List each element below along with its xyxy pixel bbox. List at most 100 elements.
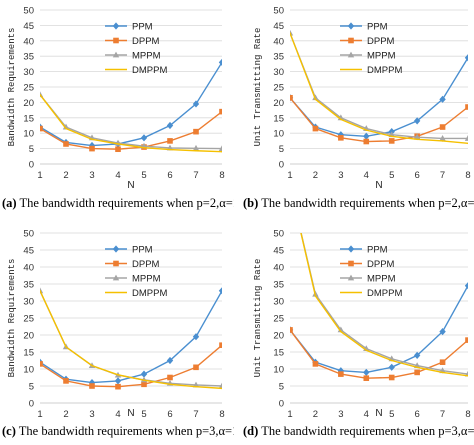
x-tick-label-5: 6	[167, 170, 172, 181]
legend-marker	[347, 51, 355, 58]
point-dmppm-1	[290, 32, 291, 34]
point-dmppm-8	[221, 387, 222, 390]
series-line-ppm	[40, 61, 222, 147]
point-mppm-2	[62, 123, 70, 130]
legend-label-mppm: MPPM	[132, 51, 161, 62]
y-tick-label-4: 20	[273, 98, 284, 109]
point-mppm-3	[337, 326, 345, 333]
x-tick-label-1: 2	[313, 170, 318, 181]
point-dmppm-1	[40, 93, 41, 96]
point-ppm-6	[413, 117, 421, 125]
point-dmppm-6	[416, 138, 418, 141]
point-dmppm-4	[117, 143, 119, 145]
point-mppm-7	[192, 144, 200, 151]
x-tick-label-5: 6	[414, 409, 419, 420]
legend-label-dmppm: DMPPM	[367, 288, 402, 299]
legend-marker	[112, 51, 120, 58]
point-dmppm-6	[169, 148, 171, 151]
x-axis-label: N	[375, 408, 382, 419]
x-tick-label-0: 1	[37, 409, 42, 420]
legend-marker	[347, 245, 355, 253]
point-dmppm-3	[91, 364, 93, 367]
y-axis-label: Bandwidth Requirements	[7, 259, 17, 378]
y-axis-label: Unit Transmitting Rate	[253, 28, 263, 147]
y-tick-label-9: 45	[23, 21, 34, 32]
point-ppm-8	[464, 54, 468, 62]
legend-entry-mppm: MPPM	[105, 51, 161, 62]
point-dppm-4	[115, 146, 121, 153]
x-tick-label-3: 4	[115, 409, 120, 420]
legend-entry-dppm: DPPM	[340, 36, 395, 47]
point-dmppm-1	[40, 290, 41, 292]
y-tick-label-6: 30	[23, 67, 34, 78]
point-ppm-7	[439, 95, 446, 103]
y-tick-label-1: 5	[29, 144, 34, 155]
legend-marker	[348, 260, 354, 267]
y-tick-label-4: 20	[273, 331, 284, 342]
legend-marker	[113, 260, 119, 267]
point-dppm-1	[290, 94, 293, 101]
series-line-dmppm	[40, 94, 222, 153]
point-dmppm-5	[390, 359, 393, 362]
point-dmppm-3	[340, 330, 342, 333]
point-dmppm-5	[390, 135, 393, 138]
point-dppm-4	[363, 138, 370, 145]
point-dmppm-1	[289, 185, 291, 187]
point-dmppm-2	[65, 127, 67, 130]
y-tick-label-8: 40	[23, 263, 34, 274]
y-tick-label-1: 5	[279, 382, 284, 393]
legend-label-dmppm: DMPPM	[367, 65, 402, 76]
point-dppm-4	[363, 375, 370, 381]
point-mppm-1	[287, 182, 293, 188]
x-tick-label-5: 6	[414, 170, 419, 181]
series-line-ppm	[290, 285, 468, 374]
x-tick-label-3: 4	[364, 409, 369, 420]
point-dppm-3	[89, 383, 95, 389]
point-dppm-8	[219, 342, 222, 348]
series-line-dppm	[40, 344, 222, 388]
legend-marker	[112, 22, 120, 30]
point-mppm-8	[218, 382, 222, 389]
y-tick-label-10: 50	[23, 6, 34, 17]
legend-label-dppm: DPPM	[367, 259, 395, 270]
x-tick-label-6: 7	[193, 409, 198, 420]
y-tick-label-7: 35	[23, 280, 34, 291]
legend-marker	[112, 274, 120, 281]
point-dppm-5	[388, 138, 395, 144]
y-tick-label-4: 20	[23, 331, 34, 342]
legend-entry-dmppm: DMPPM	[340, 65, 402, 76]
x-tick-label-4: 5	[141, 409, 146, 420]
point-dppm-6	[414, 369, 420, 376]
point-dmppm-2	[314, 295, 317, 297]
legend-entry-mppm: MPPM	[105, 274, 161, 285]
legend-marker	[112, 245, 120, 253]
x-tick-label-5: 6	[167, 409, 172, 420]
point-dmppm-7	[441, 140, 444, 142]
caption-b: (b) The bandwidth requirements when p=2,…	[243, 196, 474, 211]
point-dppm-6	[167, 138, 173, 144]
series-line-dppm	[290, 97, 468, 143]
caption-c: (c) The bandwidth requirements when p=3,…	[2, 424, 234, 439]
point-dppm-8	[465, 104, 468, 110]
point-dppm-1	[290, 327, 293, 333]
point-dmppm-2	[314, 98, 317, 101]
point-ppm-7	[192, 333, 200, 341]
x-axis-label: N	[375, 180, 382, 191]
legend-marker	[347, 22, 355, 30]
legend-label-ppm: PPM	[132, 22, 153, 33]
legend-marker	[348, 37, 354, 44]
point-dmppm-5	[143, 146, 145, 149]
series-line-mppm	[290, 32, 468, 140]
series-line-dmppm	[300, 233, 468, 377]
x-tick-label-3: 4	[364, 170, 369, 181]
x-tick-label-6: 7	[440, 409, 445, 420]
point-dppm-2	[312, 361, 319, 367]
legend-entry-mppm: MPPM	[340, 51, 396, 62]
series-group	[287, 182, 468, 381]
y-tick-label-2: 10	[273, 129, 284, 140]
caption-d: (d) The bandwidth requirements when p=3,…	[243, 424, 474, 439]
